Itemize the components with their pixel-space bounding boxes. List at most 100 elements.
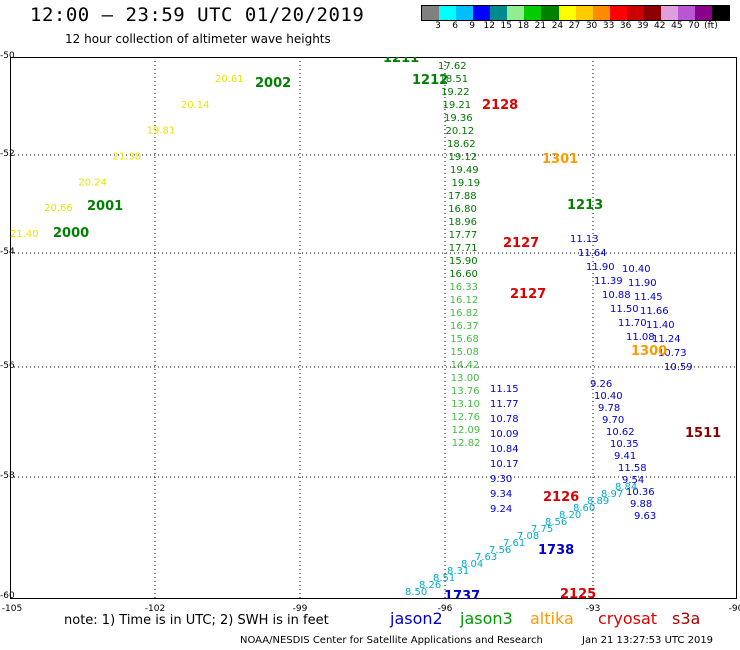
swh-value: 9.24 bbox=[490, 504, 512, 515]
swh-value: 11.08 bbox=[626, 332, 655, 343]
credit-text: NOAA/NESDIS Center for Satellite Applica… bbox=[240, 635, 543, 646]
swh-value: 10.36 bbox=[626, 487, 655, 498]
satellite-label-s3a: s3a bbox=[672, 609, 701, 628]
latitude-label: -50 bbox=[0, 51, 15, 61]
legend-swatch bbox=[609, 6, 627, 20]
pass-time-label: 1737 bbox=[444, 589, 480, 599]
swh-value: 12.09 bbox=[452, 425, 481, 436]
swh-value: 9.30 bbox=[490, 474, 512, 485]
swh-value: 10.17 bbox=[490, 459, 519, 470]
legend-swatch bbox=[592, 6, 610, 20]
plot-frame bbox=[10, 57, 737, 599]
latitude-label: -52 bbox=[0, 149, 15, 159]
swh-value: 19.81 bbox=[147, 126, 176, 137]
note-text: note: 1) Time is in UTC; 2) SWH is in fe… bbox=[64, 613, 329, 628]
satellite-label-jason2: jason2 bbox=[390, 609, 443, 628]
swh-value: 11.64 bbox=[578, 248, 607, 259]
swh-value: 8.97 bbox=[601, 489, 623, 500]
swh-value: 8.56 bbox=[545, 517, 567, 528]
legend-label: (ft) bbox=[704, 21, 718, 31]
swh-value: 8.20 bbox=[559, 510, 581, 521]
swh-value: 11.40 bbox=[646, 320, 675, 331]
swh-value: 7.08 bbox=[517, 531, 539, 542]
swh-value: 11.58 bbox=[618, 463, 647, 474]
swh-value: 19.36 bbox=[444, 113, 473, 124]
legend-swatch bbox=[558, 6, 576, 20]
swh-value: 9.54 bbox=[622, 475, 644, 486]
swh-value: 18.51 bbox=[440, 74, 469, 85]
legend-label: 27 bbox=[568, 21, 581, 31]
swh-value: 17.88 bbox=[448, 191, 477, 202]
swh-value: 16.12 bbox=[450, 295, 479, 306]
swh-value: 9.34 bbox=[490, 489, 512, 500]
pass-time-label: 2002 bbox=[255, 76, 291, 91]
swh-value: 20.12 bbox=[446, 126, 475, 137]
swh-value: 18.96 bbox=[448, 217, 477, 228]
swh-value: 17.77 bbox=[449, 230, 478, 241]
swh-value: 10.59 bbox=[664, 362, 693, 373]
swh-value: 8.26 bbox=[419, 580, 441, 591]
swh-value: 9.78 bbox=[598, 403, 620, 414]
legend-swatch bbox=[490, 6, 508, 20]
swh-value: 10.35 bbox=[610, 439, 639, 450]
swh-value: 17.62 bbox=[438, 61, 467, 72]
swh-value: 8.31 bbox=[447, 566, 469, 577]
swh-value: 8.60 bbox=[573, 503, 595, 514]
swh-value: 20.14 bbox=[181, 100, 210, 111]
legend-swatch bbox=[626, 6, 644, 20]
pass-time-label: 1211 bbox=[383, 57, 419, 66]
legend-swatch bbox=[524, 6, 542, 20]
pass-time-label: 2127 bbox=[503, 236, 539, 251]
swh-value: 19.19 bbox=[452, 178, 481, 189]
legend-swatch bbox=[643, 6, 661, 20]
legend-label: 36 bbox=[619, 21, 632, 31]
swh-value: 11.50 bbox=[610, 304, 639, 315]
pass-time-label: 2125 bbox=[560, 587, 596, 599]
legend-swatch bbox=[541, 6, 559, 20]
legend-swatch bbox=[456, 6, 474, 20]
swh-value: 19.49 bbox=[450, 165, 479, 176]
swh-value: 11.24 bbox=[652, 334, 681, 345]
altimeter-tracks: 20.61 20.14 19.81 21.38 20.24 20.66 21.40 2002 2… bbox=[10, 57, 721, 599]
swh-value: 10.73 bbox=[658, 348, 687, 359]
swh-value: 7.56 bbox=[489, 545, 511, 556]
swh-value: 8.84 bbox=[615, 482, 637, 493]
swh-value: 19.22 bbox=[441, 87, 470, 98]
pass-time-label: 1300 bbox=[631, 344, 667, 359]
swh-value: 16.82 bbox=[450, 308, 479, 319]
longitude-label: -105 bbox=[1, 604, 23, 614]
swh-value: 8.04 bbox=[461, 559, 483, 570]
swh-value: 11.77 bbox=[490, 399, 519, 410]
chart-subtitle: 12 hour collection of altimeter wave hei… bbox=[65, 32, 331, 46]
swh-value: 11.90 bbox=[586, 262, 615, 273]
swh-value: 16.60 bbox=[449, 269, 478, 280]
legend-label: 18 bbox=[517, 21, 530, 31]
swh-value: 9.63 bbox=[634, 511, 656, 522]
legend-label: 21 bbox=[534, 21, 547, 31]
swh-value: 11.45 bbox=[634, 292, 663, 303]
swh-value: 10.62 bbox=[606, 427, 635, 438]
satellite-label-altika: altika bbox=[530, 609, 574, 628]
swh-value: 12.82 bbox=[452, 438, 481, 449]
swh-value: 17.71 bbox=[449, 243, 478, 254]
swh-value: 19.12 bbox=[449, 152, 478, 163]
swh-value: 7.61 bbox=[503, 538, 525, 549]
swh-value: 11.90 bbox=[628, 278, 657, 289]
swh-value: 11.70 bbox=[618, 318, 647, 329]
legend-label: 39 bbox=[636, 21, 649, 31]
pass-time-label: 1511 bbox=[685, 426, 721, 441]
legend-swatch bbox=[677, 6, 695, 20]
swh-value: 14.42 bbox=[451, 360, 480, 371]
swh-value: 11.66 bbox=[640, 306, 669, 317]
legend-swatch bbox=[439, 6, 457, 20]
swh-value: 16.37 bbox=[450, 321, 479, 332]
legend-label: 33 bbox=[602, 21, 615, 31]
legend-swatch bbox=[712, 6, 730, 20]
legend-label: 24 bbox=[551, 21, 564, 31]
legend-swatch bbox=[660, 6, 678, 20]
swh-value: 10.84 bbox=[490, 444, 519, 455]
swh-value: 9.41 bbox=[614, 451, 636, 462]
latitude-label: -60 bbox=[0, 591, 15, 601]
swh-value: 20.24 bbox=[78, 177, 107, 188]
pass-time-label: 1301 bbox=[542, 152, 578, 167]
